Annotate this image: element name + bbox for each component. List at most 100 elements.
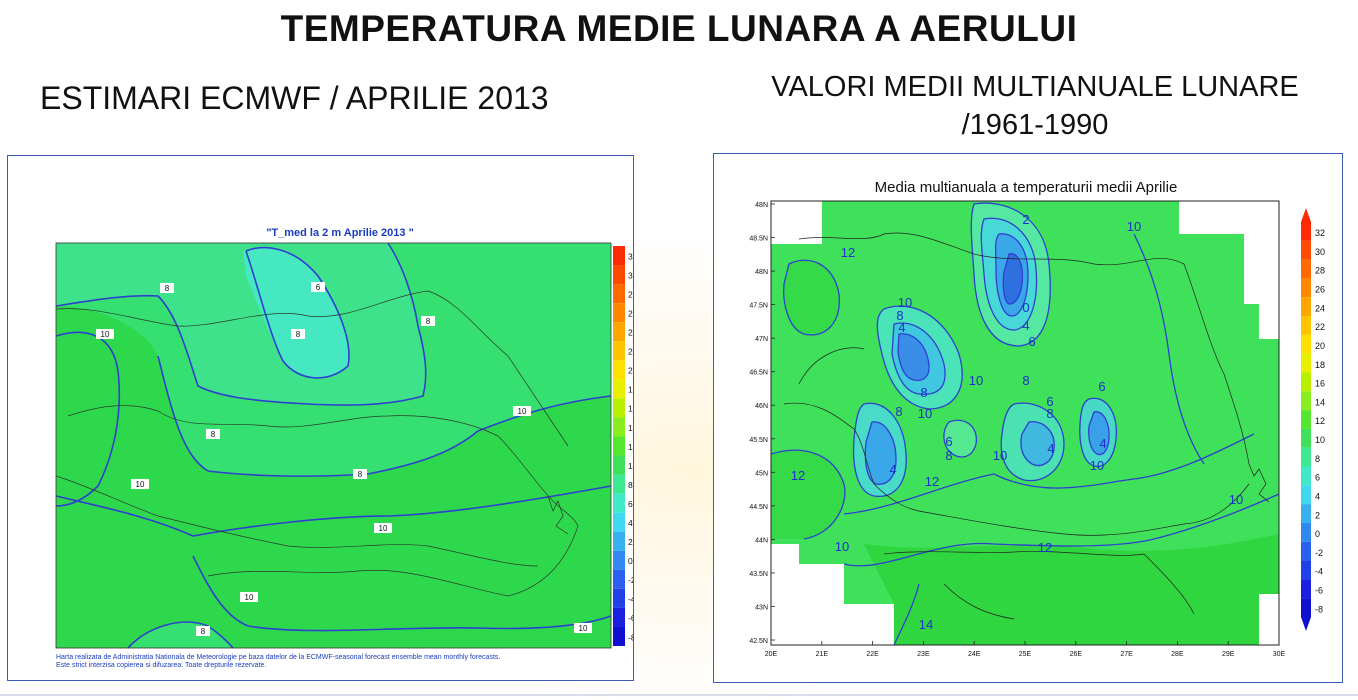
right-contour-label: 8 bbox=[1022, 373, 1029, 388]
right-contour-label: 14 bbox=[919, 617, 933, 632]
right-borders bbox=[783, 232, 1270, 620]
right-colorbar-swatch bbox=[1301, 372, 1311, 392]
bottom-divider bbox=[0, 694, 1358, 696]
right-colorbar-label: 10 bbox=[1315, 435, 1325, 445]
right-colorbar-label: -8 bbox=[1315, 604, 1323, 614]
left-colorbar-swatch bbox=[613, 493, 625, 513]
left-colorbar-label: 24 bbox=[628, 328, 633, 338]
ecmwf-forecast-map: "T_med la 2 m Aprilie 2013 " bbox=[55, 227, 633, 649]
right-colorbar-label: 32 bbox=[1315, 228, 1325, 238]
left-contour-label: 6 bbox=[311, 282, 325, 292]
left-colorbar-swatch bbox=[613, 265, 625, 285]
left-colorbar-label: 10 bbox=[628, 461, 633, 471]
left-colorbar-label: 0 bbox=[628, 556, 633, 566]
subtitle-right-line1: VALORI MEDII MULTIANUALE LUNARE bbox=[771, 71, 1299, 103]
right-lat-label: 46.5N bbox=[749, 370, 768, 377]
footnote-line-1: Harta realizata de Administratia Nationa… bbox=[56, 654, 501, 661]
left-colorbar-label: 18 bbox=[628, 385, 633, 395]
right-colorbar-bottom-arrow bbox=[1301, 617, 1311, 631]
left-colorbar-swatch bbox=[613, 436, 625, 456]
svg-text:6: 6 bbox=[316, 283, 321, 292]
right-lat-label: 44.5N bbox=[749, 504, 768, 511]
right-colorbar-label: 30 bbox=[1315, 247, 1325, 257]
right-colorbar-swatch bbox=[1301, 522, 1311, 542]
right-contour-label: 10 bbox=[898, 295, 912, 310]
page-title: TEMPERATURA MEDIE LUNARA A AERULUI bbox=[280, 8, 1078, 49]
right-contour-label: 10 bbox=[1127, 219, 1141, 234]
right-colorbar-swatch bbox=[1301, 504, 1311, 523]
right-lon-label: 28E bbox=[1171, 651, 1184, 658]
right-lon-label: 20E bbox=[765, 651, 778, 658]
right-contour-label: 4 bbox=[1047, 441, 1054, 456]
right-colorbar-top-arrow bbox=[1301, 208, 1311, 222]
left-colorbar-swatch bbox=[613, 626, 625, 646]
left-colorbar-swatch bbox=[613, 607, 625, 627]
left-contour-label: 8 bbox=[160, 283, 174, 293]
left-colorbar-label: 6 bbox=[628, 499, 633, 509]
left-contour-label: 8 bbox=[291, 329, 305, 339]
right-colorbar-swatch bbox=[1301, 447, 1311, 467]
left-colorbar-swatch bbox=[613, 360, 625, 380]
left-contour-label: 8 bbox=[353, 469, 367, 479]
right-colorbar-swatch bbox=[1301, 410, 1311, 429]
right-colorbar-swatch bbox=[1301, 259, 1311, 279]
right-contour-labels: 2 10 12 10 8 4 0 4 6 10 8 6 8 8 6 10 8 6… bbox=[791, 212, 1243, 632]
left-contour-label: 10 bbox=[131, 479, 149, 489]
left-contour-labels: 8 6 8 10 8 8 10 8 10 10 10 8 10 bbox=[96, 282, 592, 636]
right-colorbar-label: 22 bbox=[1315, 322, 1325, 332]
right-lat-label: 42.5N bbox=[749, 638, 768, 645]
right-lat-label: 47.5N bbox=[749, 303, 768, 310]
left-colorbar-swatch bbox=[613, 341, 625, 361]
right-lon-label: 26E bbox=[1070, 651, 1083, 658]
right-colorbar-swatch bbox=[1301, 316, 1311, 335]
left-contour-label: 10 bbox=[96, 329, 114, 339]
right-lon-label: 30E bbox=[1273, 651, 1286, 658]
svg-text:10: 10 bbox=[518, 407, 527, 416]
right-contour-label: 10 bbox=[969, 373, 983, 388]
right-lat-label: 45.5N bbox=[749, 437, 768, 444]
right-colorbar-label: 16 bbox=[1315, 379, 1325, 389]
svg-text:8: 8 bbox=[358, 470, 363, 479]
left-colorbar-label: -2 bbox=[628, 575, 633, 585]
right-lon-label: 23E bbox=[917, 651, 930, 658]
right-field-west-warm bbox=[771, 450, 845, 539]
left-colorbar-label: -4 bbox=[628, 594, 633, 604]
right-contour-label: 8 bbox=[896, 308, 903, 323]
right-colorbar-swatch bbox=[1301, 240, 1311, 260]
right-contour-label: 6 bbox=[1046, 394, 1053, 409]
right-colorbar-label: 6 bbox=[1315, 473, 1320, 483]
right-contour-label: 10 bbox=[918, 406, 932, 421]
left-colorbar-swatch bbox=[613, 588, 625, 608]
left-colorbar-swatch bbox=[613, 569, 625, 589]
right-lat-axis: 48N 48.5N 48N 47.5N 47N 46.5N 46N 45.5N 45N 44.5N… bbox=[749, 202, 775, 645]
right-field-apuseni-cold bbox=[898, 333, 930, 381]
left-colorbar-label: 28 bbox=[628, 289, 633, 299]
left-colorbar-label: 12 bbox=[628, 442, 633, 452]
left-colorbar-swatch bbox=[613, 322, 625, 342]
right-contour-label: 8 bbox=[895, 404, 902, 419]
right-contour-label: 12 bbox=[791, 468, 805, 483]
right-colorbar-swatch bbox=[1301, 297, 1311, 317]
left-colorbar-label: 26 bbox=[628, 308, 633, 318]
right-field-east-carp-cold bbox=[1003, 253, 1023, 304]
left-contour-label: 10 bbox=[374, 523, 392, 533]
right-field-vrancea-4 bbox=[1088, 411, 1110, 455]
right-colorbar-label: 4 bbox=[1315, 491, 1320, 501]
left-colorbar-swatch bbox=[613, 417, 625, 437]
right-lat-label: 48.5N bbox=[749, 236, 768, 243]
left-contour-label: 8 bbox=[206, 429, 220, 439]
right-colorbar-swatch bbox=[1301, 428, 1311, 448]
left-contour-label: 10 bbox=[240, 592, 258, 602]
right-contour-label: 6 bbox=[1028, 334, 1035, 349]
right-contour-label: 10 bbox=[1229, 492, 1243, 507]
svg-text:10: 10 bbox=[579, 624, 588, 633]
left-colorbar-swatch bbox=[613, 246, 625, 266]
left-contour-label: 10 bbox=[574, 623, 592, 633]
right-contour-label: 12 bbox=[925, 474, 939, 489]
svg-text:8: 8 bbox=[426, 317, 431, 326]
svg-text:10: 10 bbox=[101, 330, 110, 339]
svg-text:10: 10 bbox=[136, 480, 145, 489]
subtitle-left: ESTIMARI ECMWF / APRILIE 2013 bbox=[40, 80, 549, 116]
left-colorbar-swatch bbox=[613, 474, 625, 494]
